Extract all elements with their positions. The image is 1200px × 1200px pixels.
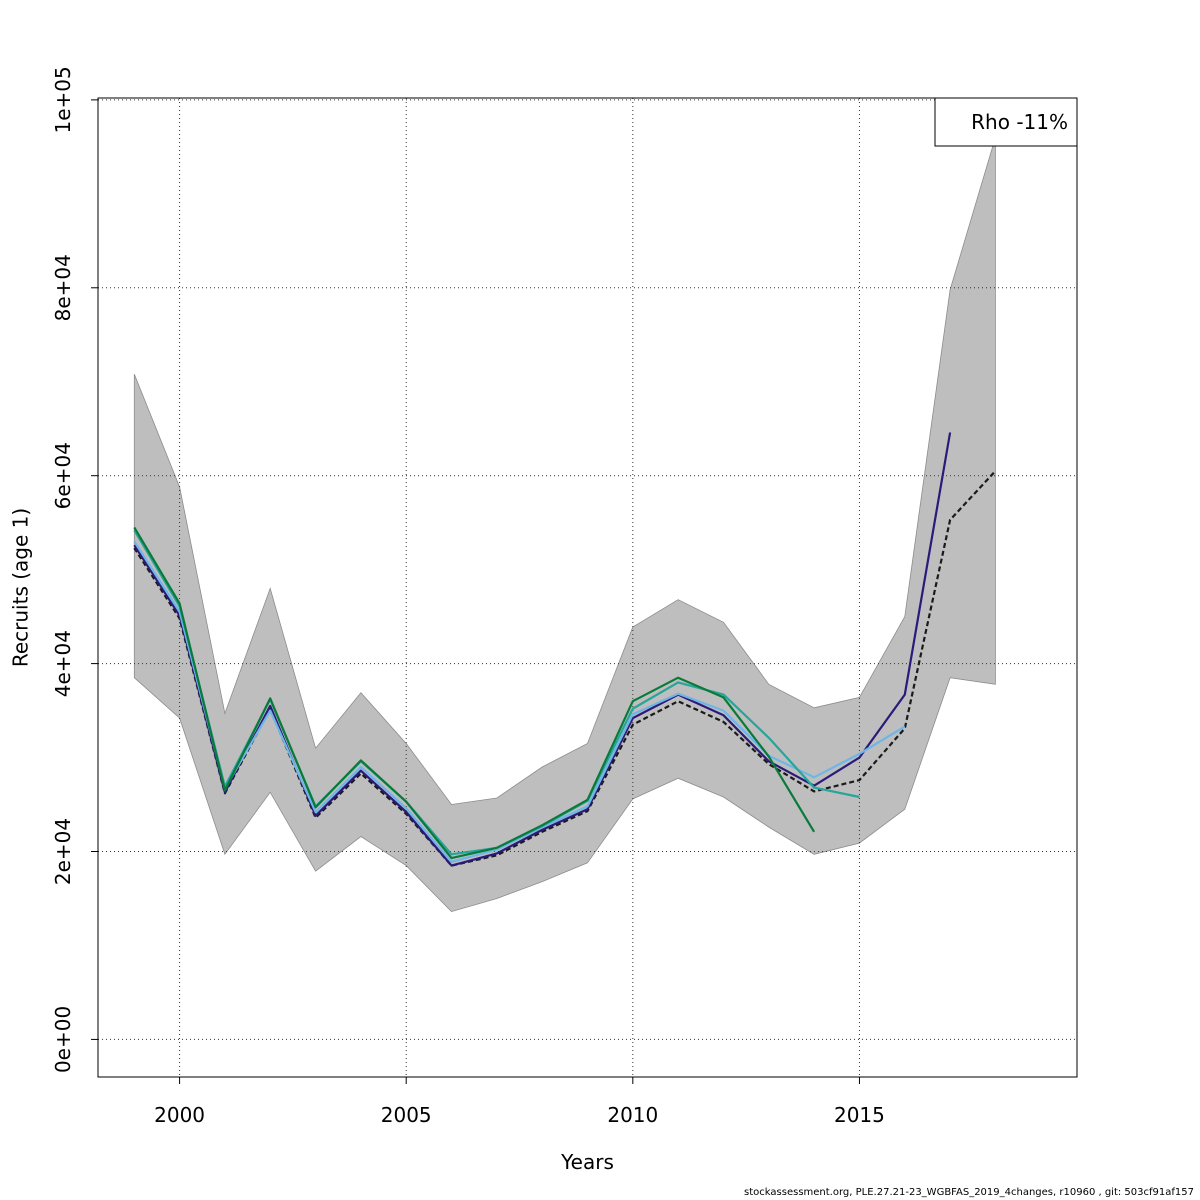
y-tick-label-4e+04: 4e+04 bbox=[51, 630, 75, 697]
series-layer bbox=[133, 432, 997, 867]
footer-source-text: stockassessment.org, PLE.27.21-23_WGBFAS… bbox=[744, 1187, 1194, 1198]
y-tick-label-1e+05: 1e+05 bbox=[51, 66, 75, 133]
y-tick-label-0e+00: 0e+00 bbox=[51, 1006, 75, 1073]
y-tick-label-2e+04: 2e+04 bbox=[51, 818, 75, 885]
x-tick-label-2010: 2010 bbox=[607, 1103, 658, 1127]
x-tick-label-2015: 2015 bbox=[834, 1103, 885, 1127]
series-line-3 bbox=[133, 540, 906, 863]
legend-rho-text: Rho -11% bbox=[971, 110, 1068, 134]
x-tick-label-2005: 2005 bbox=[381, 1103, 432, 1127]
legend: Rho -11% bbox=[934, 97, 1078, 147]
plot-frame bbox=[97, 97, 1078, 1078]
y-axis-title: Recruits (age 1) bbox=[9, 508, 33, 667]
legend-box bbox=[934, 97, 1078, 147]
x-axis-title: Years bbox=[560, 1150, 614, 1174]
x-tick-label-2000: 2000 bbox=[154, 1103, 205, 1127]
series-line-5 bbox=[133, 526, 816, 860]
y-tick-label-8e+04: 8e+04 bbox=[51, 254, 75, 321]
y-tick-label-6e+04: 6e+04 bbox=[51, 442, 75, 509]
axes-layer: 2000 2005 2010 2015 0e+00 2e+04 4e+04 6e+04 8e+0… bbox=[51, 66, 1078, 1127]
confidence-band-layer bbox=[133, 137, 996, 913]
series-line-2 bbox=[133, 432, 952, 867]
confidence-band bbox=[133, 137, 996, 913]
